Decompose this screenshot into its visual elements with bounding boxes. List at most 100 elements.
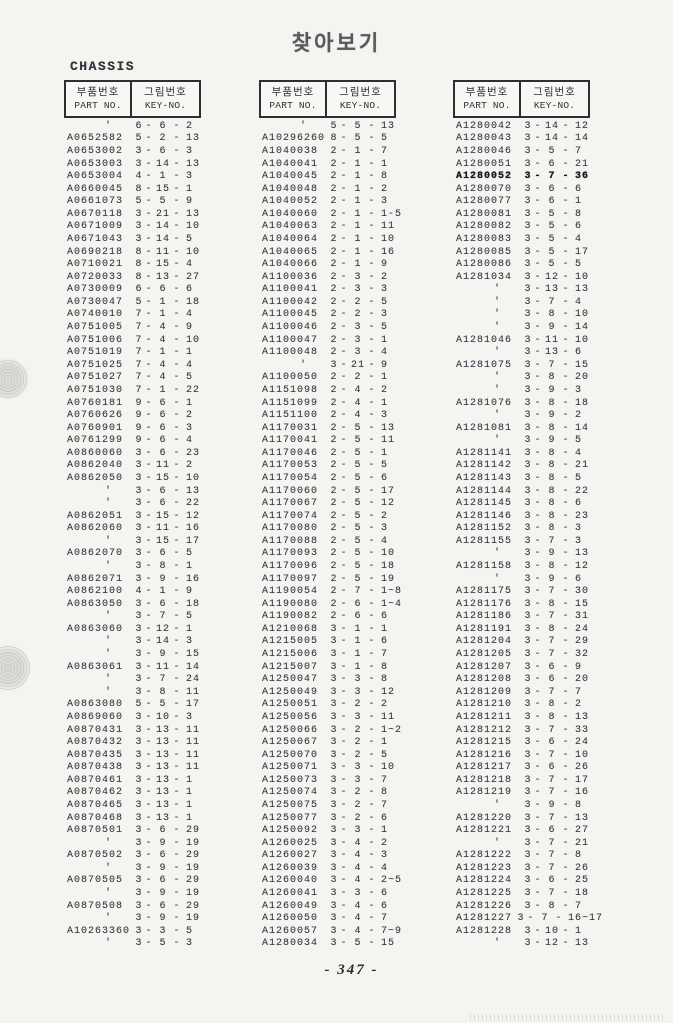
table-row: A1281205 3-7-32 [453,648,603,661]
key-number-part: 17 [575,246,590,258]
part-number: A1281076 [456,397,513,409]
key-number: 3-10-1 [523,926,601,937]
key-number-part: 3 [524,334,532,346]
key-number: 3-6-3 [134,146,212,157]
key-number-separator: - [145,196,153,208]
key-number-separator: - [173,800,181,811]
key-number-part: 3 [524,825,532,837]
key-number-separator: - [368,120,376,132]
key-number-part: 1 [186,774,194,786]
key-number-separator: - [534,397,542,409]
key-number-separator: - [534,674,542,686]
key-number-part: 3 [135,535,143,547]
key-number-separator: - [368,598,376,610]
key-number-separator: - [173,737,181,749]
key-number-part: 21 [155,208,170,220]
key-number-part: 6 [548,825,556,837]
key-number: 3-4-7~9 [329,926,407,937]
key-number-separator: - [368,762,376,774]
table-row: A1040060 2-1-1-5 [259,208,409,221]
key-number-separator: - [562,925,570,937]
key-number: 5-1-18 [134,297,212,308]
key-number-part: 1~4 [381,598,403,610]
key-number-part: 3 [330,711,338,723]
key-number-part: 3 [135,888,143,900]
key-number: 2-7-1~8 [329,586,407,597]
key-number-part: 6 [548,183,556,195]
key-number-part: 3 [354,347,362,359]
key-number-part: 3 [524,611,532,623]
part-number: A1260027 [262,850,319,862]
part-number: A0670118 [67,208,124,220]
key-number-part: 1 [159,296,167,308]
key-number: 2-1-9 [329,259,407,270]
key-number-part: 13 [186,485,201,497]
key-number-part: 2 [330,523,338,535]
part-number: A1170096 [262,561,319,573]
key-number-part: 11 [155,523,170,535]
key-no-header-english: KEY-NO. [339,99,382,111]
part-number: A1281221 [456,825,513,837]
key-number: 3-7-7 [523,687,601,698]
key-number-part: 9 [159,649,167,661]
key-number-part: 3 [524,322,532,334]
key-number-part: 3 [330,762,338,774]
table-row: A1040052 2-1-3 [259,195,409,208]
key-number-separator: - [173,900,181,912]
key-number-separator: - [173,246,181,258]
key-number-part: 10 [544,925,559,937]
parts-table-column-3: 부품번호 PART NO. 그림번호 KEY-NO. A1280042 3-14-… [453,80,603,949]
key-number-part: 5 [135,196,143,208]
key-number-separator: - [562,900,570,912]
part-number: A0653003 [67,158,124,170]
key-number-separator: - [145,938,153,950]
key-number-part: 3 [135,611,143,623]
key-number: 3-14-5 [134,234,212,245]
key-number-part: 3 [135,208,143,220]
table-row: A1260039 3-4-4 [259,862,409,875]
key-number-part: 3 [135,510,143,522]
ditto-mark: ' [493,837,501,849]
key-number-separator: - [562,485,570,497]
key-number: 2-4-3 [329,410,407,421]
key-number-part: 3 [135,233,143,245]
ditto-mark: ' [104,120,112,132]
key-number-part: 4 [575,233,583,245]
part-number: A1281210 [456,699,513,711]
key-number-part: 3 [330,862,338,874]
table-row: ' 3-8-10 [453,309,603,322]
key-number-part: 3 [524,447,532,459]
part-number: A0870435 [67,749,124,761]
key-number-part: 6 [381,888,389,900]
key-number: 3-4-2~5 [329,875,407,886]
part-number: A1280070 [456,183,513,195]
key-number-part: 13 [575,711,590,723]
table-row: A1250071 3-3-10 [259,761,409,774]
key-number-part: 29 [186,825,201,837]
table-row: A1215006 3-1-7 [259,648,409,661]
key-number-part: 2 [354,812,362,824]
part-number: A10296260 [262,133,326,145]
key-number: 3-7-16~17 [516,913,603,924]
key-number: 2-5-12 [329,498,407,509]
key-number: 3-11-14 [134,662,212,673]
key-number-separator: - [173,372,181,384]
table-row: A1170074 2-5-2 [259,510,409,523]
key-number-separator: - [368,913,376,925]
key-number-part: 5 [354,498,362,510]
key-number-separator: - [340,460,348,472]
key-number-part: 1 [575,925,583,937]
table-row: A1280070 3-6-6 [453,183,603,196]
table-row: A1281145 3-8-6 [453,497,603,510]
key-number-part: 2 [330,145,338,157]
key-number-separator: - [340,158,348,170]
key-number-part: 3 [330,850,338,862]
key-number-part: 9 [186,322,194,334]
key-number-part: 3 [330,724,338,736]
key-number: 3-8-14 [523,423,601,434]
key-number-separator: - [368,787,376,799]
key-number: 3-9-14 [523,322,601,333]
table-row: ' 3-9-19 [64,862,214,875]
key-number: 2-1-16 [329,247,407,258]
key-number-separator: - [173,498,181,510]
